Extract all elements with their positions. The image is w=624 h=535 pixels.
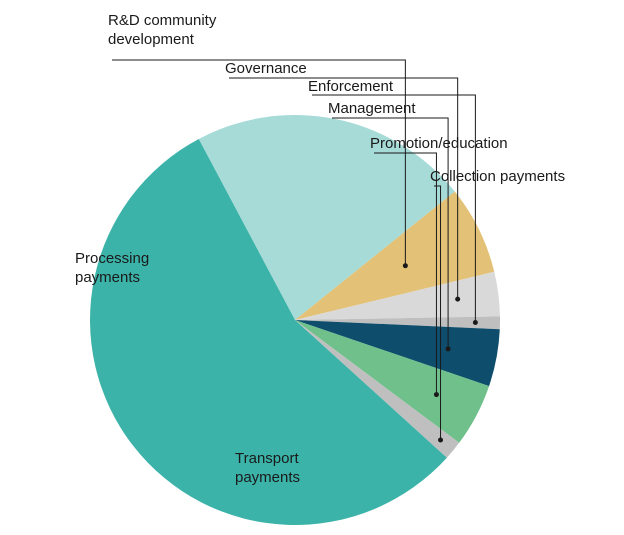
label-processing: Processingpayments [75, 250, 149, 288]
label-transport: Transportpayments [235, 450, 300, 488]
pie-chart: Processingpayments Transportpayments R&D c… [0, 0, 624, 535]
leader-dot-management [446, 346, 451, 351]
leader-dot-enforcement [473, 320, 478, 325]
label-collection: Collection payments [430, 168, 565, 187]
leader-dot-rd [403, 263, 408, 268]
label-management: Management [328, 100, 416, 119]
label-rd: R&D communitydevelopment [108, 12, 216, 50]
label-enforcement: Enforcement [308, 78, 393, 97]
leader-dot-governance [455, 297, 460, 302]
label-promotion: Promotion/education [370, 135, 508, 154]
label-governance: Governance [225, 60, 307, 79]
leader-dot-promotion [434, 392, 439, 397]
leader-dot-collection [438, 437, 443, 442]
